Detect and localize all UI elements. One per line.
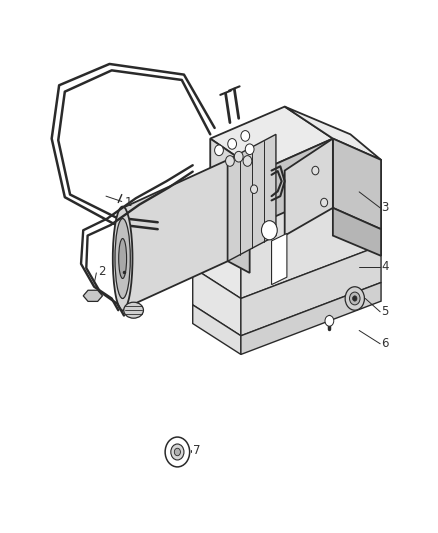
Circle shape: [345, 287, 364, 310]
Circle shape: [174, 448, 180, 456]
Polygon shape: [285, 107, 381, 160]
Circle shape: [321, 198, 328, 207]
Ellipse shape: [115, 219, 131, 298]
Text: 6: 6: [381, 337, 389, 350]
Polygon shape: [193, 129, 381, 213]
Polygon shape: [228, 134, 276, 261]
Polygon shape: [210, 139, 258, 224]
Polygon shape: [228, 160, 250, 273]
Circle shape: [251, 185, 258, 193]
Circle shape: [165, 437, 190, 467]
Ellipse shape: [113, 207, 132, 310]
Polygon shape: [193, 181, 241, 298]
Text: 3: 3: [381, 201, 389, 214]
Circle shape: [234, 151, 243, 162]
Polygon shape: [285, 139, 333, 236]
Polygon shape: [193, 305, 241, 354]
Ellipse shape: [119, 239, 127, 279]
Polygon shape: [333, 139, 381, 229]
Circle shape: [245, 144, 254, 155]
Circle shape: [215, 145, 223, 156]
Polygon shape: [241, 160, 381, 298]
Text: 5: 5: [381, 305, 389, 318]
Circle shape: [353, 296, 357, 301]
Circle shape: [243, 156, 252, 166]
Text: 2: 2: [99, 265, 106, 278]
Text: 7: 7: [193, 444, 200, 457]
Circle shape: [261, 221, 277, 240]
Polygon shape: [123, 160, 228, 309]
Ellipse shape: [124, 302, 143, 318]
Polygon shape: [83, 290, 102, 301]
Polygon shape: [333, 208, 381, 256]
Circle shape: [228, 139, 237, 149]
Text: 1: 1: [125, 196, 132, 209]
Polygon shape: [241, 245, 381, 336]
Text: 4: 4: [381, 260, 389, 273]
Circle shape: [325, 316, 334, 326]
Circle shape: [350, 292, 360, 305]
Polygon shape: [193, 268, 241, 336]
Polygon shape: [210, 107, 333, 172]
Circle shape: [171, 444, 184, 460]
Circle shape: [312, 166, 319, 175]
Polygon shape: [258, 139, 333, 224]
Polygon shape: [241, 282, 381, 354]
Polygon shape: [272, 233, 287, 285]
Circle shape: [241, 131, 250, 141]
Circle shape: [226, 156, 234, 166]
